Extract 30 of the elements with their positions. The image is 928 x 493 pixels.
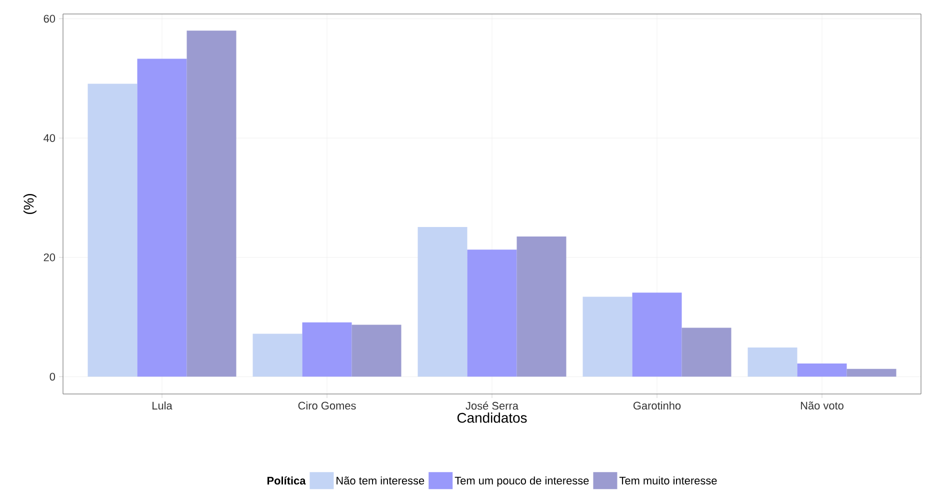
bar (797, 364, 847, 377)
x-tick-label: Garotinho (633, 402, 681, 410)
legend-label: Não tem interesse (336, 476, 424, 485)
bar (582, 296, 632, 377)
x-axis-title: Candidatos (457, 412, 527, 423)
bar (467, 250, 517, 377)
y-tick-label: 40 (44, 134, 56, 142)
bar (302, 322, 352, 377)
bar (352, 324, 402, 377)
bar (846, 368, 896, 377)
bar (137, 58, 187, 377)
x-tick-label: Não voto (800, 402, 844, 410)
y-tick-label: 0 (50, 372, 56, 381)
legend-label: Tem um pouco de interesse (454, 476, 589, 487)
bar (748, 347, 798, 377)
bar (186, 30, 236, 377)
y-tick-label: 60 (44, 14, 56, 23)
bar (632, 292, 682, 377)
bar (418, 226, 468, 377)
legend-label: Tem muito interesse (619, 476, 717, 485)
legend-title: Política (267, 476, 306, 485)
bar (88, 84, 138, 377)
x-tick-label: Lula (152, 402, 172, 410)
bar (682, 328, 732, 377)
x-tick-label: José Serra (466, 402, 518, 410)
y-tick-label: 20 (44, 254, 56, 262)
bar (252, 334, 302, 377)
bar (516, 236, 566, 377)
y-axis-title: (%) (23, 194, 36, 214)
x-tick-label: Ciro Gomes (298, 402, 356, 410)
